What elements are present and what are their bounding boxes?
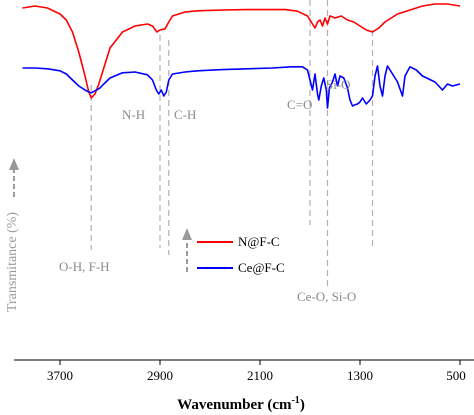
- annotations: O-H, F-H N-H C-H C=O Si-O Ce-O, Si-O: [59, 77, 356, 304]
- x-tick-label: 2900: [147, 368, 173, 383]
- y-axis-arrow: [9, 158, 19, 197]
- legend-label-n-f-c: N@F-C: [238, 234, 280, 249]
- x-tick-label: 3700: [47, 368, 73, 383]
- legend-arrow: [182, 228, 192, 272]
- x-tick-label: 500: [446, 368, 466, 383]
- annotation-c-o: C=O: [287, 97, 312, 112]
- legend-label-ce-f-c: Ce@F-C: [238, 260, 285, 275]
- legend-item-n-f-c: N@F-C: [197, 234, 280, 249]
- x-tick-label: 2100: [247, 368, 273, 383]
- x-tick-label: 1300: [347, 368, 373, 383]
- series-line-ce-f-c: [22, 65, 461, 109]
- series-line-n-f-c: [22, 3, 461, 99]
- legend-item-ce-f-c: Ce@F-C: [197, 260, 285, 275]
- reference-lines: [90, 0, 374, 290]
- annotation-si-o: Si-O: [326, 77, 351, 92]
- annotation-o-h-f-h: O-H, F-H: [59, 259, 110, 274]
- annotation-c-h: C-H: [174, 107, 196, 122]
- y-axis-title: Transmitance (%): [5, 212, 20, 313]
- x-axis-title: Wavenumber (cm-1): [177, 395, 305, 413]
- annotation-n-h: N-H: [122, 107, 145, 122]
- x-ticks: 3700 2900 2100 1300 500: [47, 360, 466, 383]
- annotation-ce-o-si-o: Ce-O, Si-O: [297, 289, 356, 304]
- legend: N@F-C Ce@F-C: [197, 234, 285, 275]
